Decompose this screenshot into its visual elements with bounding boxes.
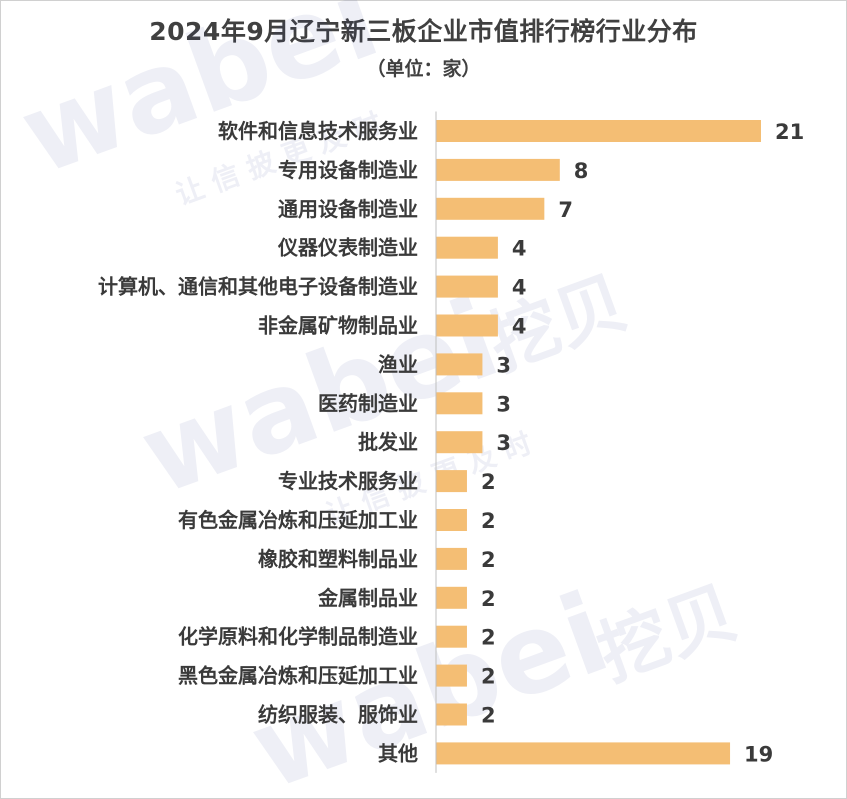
bar <box>436 703 467 726</box>
value-label: 4 <box>512 237 527 261</box>
value-label: 19 <box>744 742 773 766</box>
category-label: 软件和信息技术服务业 <box>218 119 418 143</box>
value-label: 8 <box>574 159 589 183</box>
bar <box>436 275 498 298</box>
value-label: 4 <box>512 315 527 339</box>
category-label: 仪器仪表制造业 <box>277 236 418 260</box>
value-label: 3 <box>496 353 511 377</box>
chart-subtitle: （单位：家） <box>366 58 481 80</box>
category-label: 医药制造业 <box>318 391 418 415</box>
value-label: 2 <box>481 470 496 494</box>
bar <box>436 353 483 376</box>
bar <box>436 742 731 765</box>
value-label: 2 <box>481 704 496 728</box>
bar <box>436 509 467 531</box>
value-label: 2 <box>481 509 496 533</box>
value-label: 3 <box>496 431 511 455</box>
chart-title: 2024年9月辽宁新三板企业市值排行榜行业分布 <box>149 17 698 46</box>
bar <box>436 664 467 687</box>
category-label: 橡胶和塑料制品业 <box>258 547 418 571</box>
category-label: 通用设备制造业 <box>278 197 418 221</box>
category-label: 专用设备制造业 <box>278 158 418 182</box>
category-label: 化学原料和化学制品制造业 <box>178 625 418 649</box>
category-label: 纺织服装、服饰业 <box>258 703 418 727</box>
category-label: 金属制品业 <box>317 586 418 610</box>
watermark-brand-cn: 挖贝 <box>588 571 748 696</box>
value-label: 2 <box>481 626 496 650</box>
bar <box>436 431 483 454</box>
bar <box>436 547 467 570</box>
category-label: 有色金属冶炼和压延加工业 <box>178 508 418 532</box>
bar-series <box>436 120 761 765</box>
bar <box>436 158 560 181</box>
category-label: 黑色金属冶炼和压延加工业 <box>178 664 418 688</box>
value-label: 2 <box>481 548 496 572</box>
category-label: 非金属矿物制品业 <box>258 314 418 338</box>
category-label: 专业技术服务业 <box>278 469 418 493</box>
value-label: 3 <box>496 392 511 416</box>
value-label: 2 <box>481 587 496 611</box>
category-label: 批发业 <box>358 430 418 454</box>
bar <box>436 625 467 648</box>
bar <box>436 586 467 609</box>
value-label: 7 <box>558 198 573 222</box>
bar <box>436 236 498 259</box>
bar <box>436 120 761 142</box>
category-label: 其他 <box>378 741 418 765</box>
bar <box>436 314 498 337</box>
category-label: 计算机、通信和其他电子设备制造业 <box>98 275 418 299</box>
bar <box>436 392 483 415</box>
value-label: 2 <box>481 665 496 689</box>
category-labels: 软件和信息技术服务业专用设备制造业通用设备制造业仪器仪表制造业计算机、通信和其他… <box>98 119 418 765</box>
bar <box>436 470 467 493</box>
value-label: 21 <box>775 120 804 144</box>
category-label: 渔业 <box>378 352 418 376</box>
value-label: 4 <box>512 276 527 300</box>
bar <box>436 197 545 220</box>
